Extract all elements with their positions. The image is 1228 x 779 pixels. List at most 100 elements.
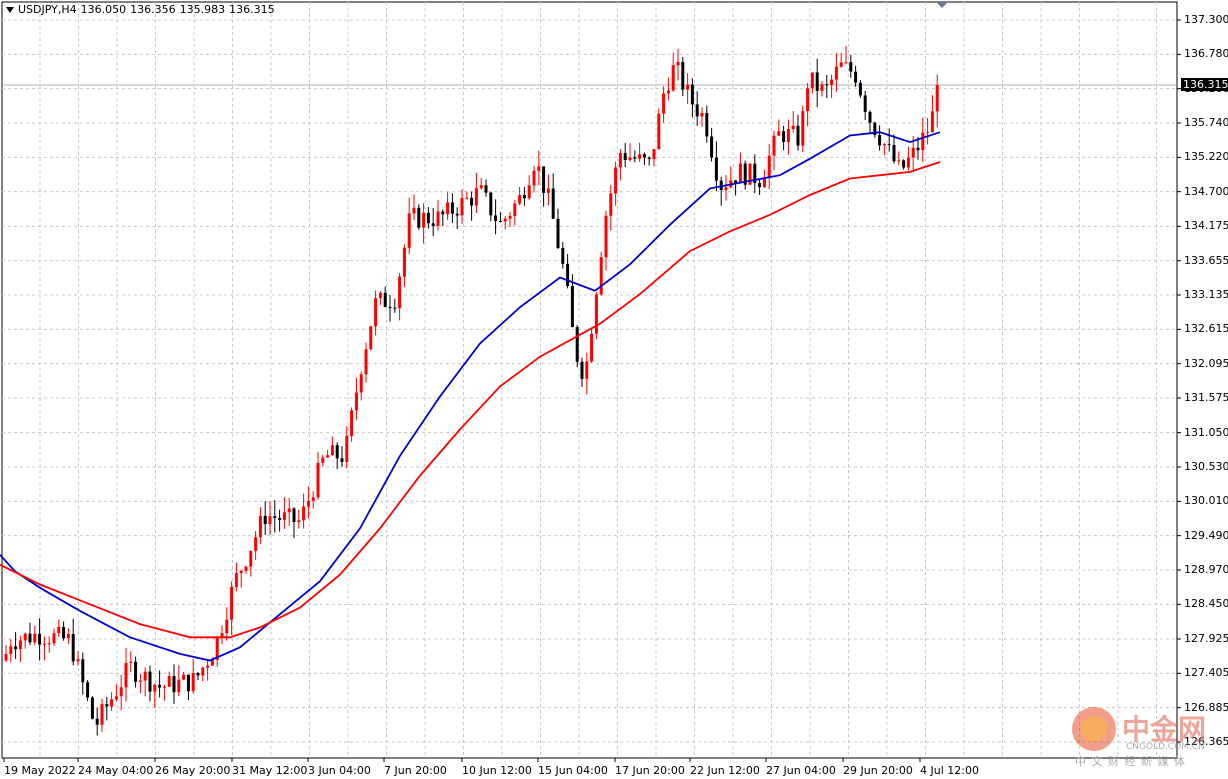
bull-candle [234, 573, 238, 587]
bull-candle [921, 132, 925, 151]
bull-candle [354, 392, 358, 411]
bull-candle [249, 550, 253, 567]
bull-candle [110, 699, 114, 707]
chart-header: USDJPY,H4 136.050 136.356 135.983 136.315 [6, 3, 279, 16]
bear-candle [902, 160, 906, 168]
bull-candle [282, 512, 286, 520]
bear-candle [705, 112, 709, 137]
fast-ma-line [0, 131, 941, 662]
watermark-logo-sub: CNGOLD.COM.CN [1126, 742, 1205, 752]
bear-candle [263, 515, 267, 525]
bear-candle [714, 157, 718, 181]
bear-candle [690, 84, 694, 105]
bull-candle [767, 155, 771, 178]
bull-candle [930, 111, 934, 133]
bull-candle [42, 643, 46, 645]
bear-candle [426, 212, 430, 224]
bull-candle [652, 149, 656, 159]
bull-candle [839, 62, 843, 67]
bull-candle [628, 157, 632, 160]
low-value: 135.983 [179, 3, 226, 16]
bull-candle [57, 626, 61, 634]
y-tick-label: 127.405 [1184, 666, 1228, 680]
bull-candle [220, 633, 224, 638]
bull-candle [513, 203, 517, 216]
bull-candle [402, 247, 406, 277]
watermark-logo-text: 中金网 [1122, 713, 1207, 746]
bull-candle [258, 515, 262, 538]
bull-candle [191, 672, 195, 692]
bull-candle [316, 462, 320, 498]
bear-candle [561, 248, 565, 264]
bull-candle [374, 298, 378, 327]
bull-candle [326, 455, 330, 458]
watermark-slogan: 中 文 财 经 新 媒 体 [1075, 755, 1186, 768]
bull-candle [206, 665, 210, 668]
bull-candle [182, 674, 186, 680]
bull-candle [810, 72, 814, 89]
plot-frame [1, 1, 1178, 759]
y-tick-label: 132.615 [1184, 322, 1228, 336]
bear-candle [575, 327, 579, 362]
bull-candle [662, 93, 666, 114]
bear-candle [868, 111, 872, 123]
bear-candle [681, 62, 685, 90]
open-value: 136.050 [80, 3, 127, 16]
bear-candle [916, 147, 920, 151]
bull-candle [436, 211, 440, 226]
bear-candle [623, 153, 627, 160]
bull-candle [777, 131, 781, 136]
bear-candle [854, 71, 858, 83]
bull-candle [9, 646, 13, 655]
bull-candle [52, 633, 56, 644]
bull-candle [302, 506, 306, 521]
bull-candle [546, 188, 550, 193]
bull-candle [201, 667, 205, 676]
bull-candle [119, 687, 123, 697]
bear-candle [815, 72, 819, 91]
bull-candle [407, 213, 411, 248]
bear-candle [383, 292, 387, 307]
bull-candle [926, 132, 930, 134]
bear-candle [172, 675, 176, 693]
bull-candle [412, 207, 416, 214]
cngold-watermark [1070, 705, 1118, 757]
bear-candle [450, 202, 454, 214]
bull-candle [748, 163, 752, 185]
bear-candle [494, 215, 498, 221]
bull-candle [638, 154, 642, 159]
x-tick-label: 10 Jun 12:00 [462, 764, 532, 777]
dropdown-triangle-icon[interactable] [6, 7, 14, 13]
bull-candle [676, 62, 680, 66]
y-tick-label: 128.970 [1184, 563, 1228, 576]
bull-candle [114, 696, 118, 700]
y-tick-label: 134.175 [1184, 219, 1228, 233]
bear-candle [86, 682, 90, 698]
x-tick-label: 26 May 20:00 [155, 764, 231, 777]
y-tick-label: 134.700 [1184, 184, 1228, 198]
x-tick-label: 31 May 12:00 [232, 764, 308, 777]
bull-candle [527, 185, 531, 199]
bear-candle [887, 144, 891, 146]
bear-candle [710, 136, 714, 158]
y-tick-label: 126.365 [1184, 735, 1228, 748]
bull-candle [321, 457, 325, 463]
bull-candle [686, 84, 690, 90]
bull-candle [76, 659, 80, 662]
bear-candle [340, 458, 344, 462]
bull-candle [378, 292, 382, 299]
bull-candle [167, 675, 171, 687]
bull-candle [422, 212, 426, 228]
bull-candle [287, 508, 291, 513]
bull-candle [398, 276, 402, 309]
bull-candle [47, 643, 51, 645]
y-tick-label: 135.740 [1184, 116, 1228, 129]
x-tick-label: 3 Jun 04:00 [308, 764, 371, 777]
symbol-label: USDJPY,H4 [18, 3, 77, 16]
bear-candle [14, 646, 18, 650]
bull-candle [882, 144, 886, 146]
bull-candle [594, 294, 598, 334]
bull-candle [359, 374, 363, 393]
bull-candle [700, 112, 704, 117]
